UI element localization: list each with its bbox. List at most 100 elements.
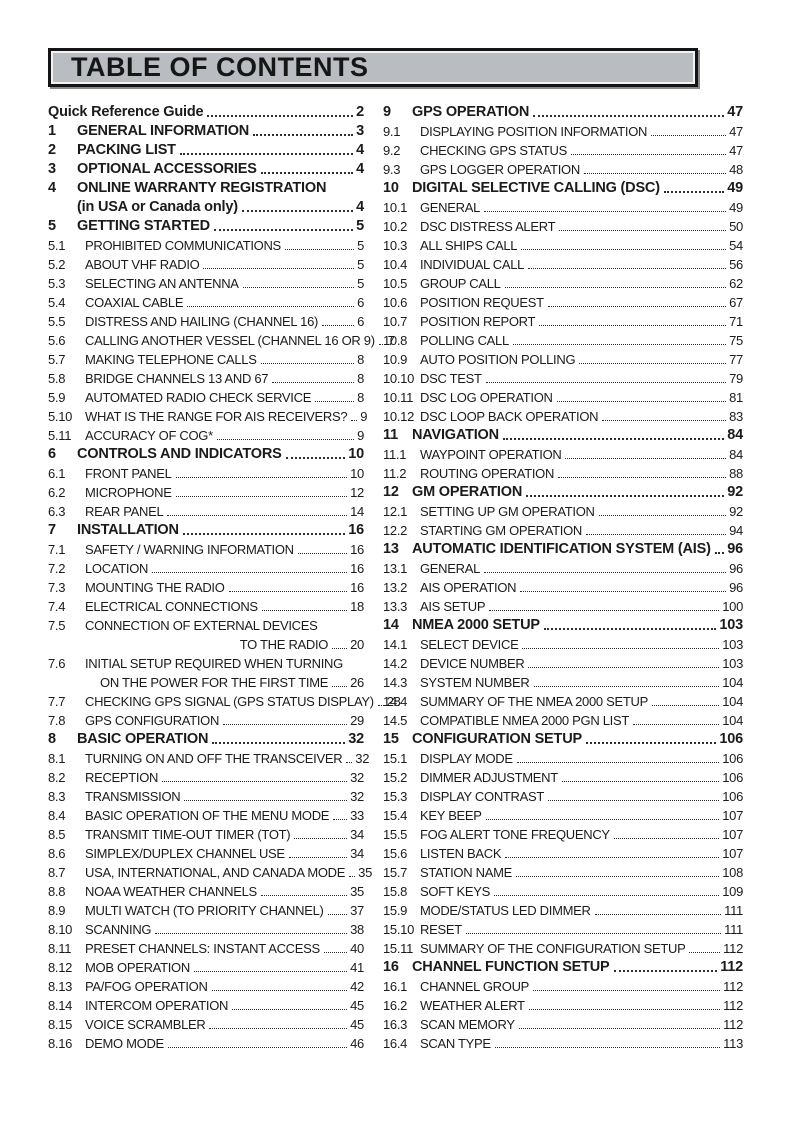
dot-leader <box>167 1047 348 1048</box>
dot-leader <box>547 306 727 307</box>
toc-entry: 10 DIGITAL SELECTIVE CALLING (DSC) 49 <box>383 177 743 196</box>
toc-entry-page: 8 <box>357 352 364 367</box>
toc-entry-number: 10.2 <box>383 219 408 234</box>
toc-entry-page: 34 <box>350 827 364 842</box>
toc-entry-title: PRESET CHANNELS: INSTANT ACCESS <box>85 941 320 956</box>
toc-entry-title: SCANNING <box>85 922 152 937</box>
toc-entry-title: NAVIGATION <box>412 427 499 443</box>
toc-entry-page: 107 <box>722 827 743 842</box>
dot-leader <box>502 438 725 440</box>
toc-entry-number: 7.8 <box>48 713 66 728</box>
dot-leader <box>526 495 725 497</box>
toc-entry-title: ELECTRICAL CONNECTIONS <box>85 599 258 614</box>
toc-entry-number: 8.16 <box>48 1036 73 1051</box>
dot-leader <box>516 762 720 763</box>
toc-entry: 10.7 POSITION REPORT 71 <box>383 310 743 329</box>
toc-entry-number: 13.1 <box>383 561 408 576</box>
toc-entry-page: 9 <box>357 428 364 443</box>
toc-entry-page: 106 <box>722 789 743 804</box>
dot-leader <box>260 895 348 896</box>
dot-leader <box>585 742 717 744</box>
toc-entry: 11 NAVIGATION 84 <box>383 424 743 443</box>
toc-entry-title: SUMMARY OF THE NMEA 2000 SETUP <box>420 694 648 709</box>
toc-entry-page: 5 <box>357 238 364 253</box>
toc-entry-page: 28 <box>386 694 401 709</box>
toc-entry: 16.1 CHANNEL GROUP 112 <box>383 975 743 994</box>
toc-entry: 8 BASIC OPERATION 32 <box>48 728 364 747</box>
toc-entry: 10.5 GROUP CALL 62 <box>383 272 743 291</box>
toc-entry-page: 112 <box>723 1017 743 1032</box>
dot-leader <box>598 515 727 516</box>
toc-entry-title: SUMMARY OF THE CONFIGURATION SETUP <box>420 941 686 956</box>
toc-entry-page: 106 <box>722 751 743 766</box>
toc-entry-title: DISPLAYING POSITION INFORMATION <box>420 124 648 139</box>
toc-entry-title: CHANNEL FUNCTION SETUP <box>412 959 610 975</box>
toc-entry-title: CHECKING GPS SIGNAL (GPS STATUS DISPLAY) <box>85 694 374 709</box>
toc-entry-page: 35 <box>350 884 364 899</box>
toc-entry: 8.15 VOICE SCRAMBLER 45 <box>48 1013 364 1032</box>
dot-leader <box>565 458 727 459</box>
dot-leader <box>518 1028 721 1029</box>
toc-entry-number: 12.1 <box>383 504 408 519</box>
toc-entry-number: 2 <box>48 142 56 158</box>
toc-entry-number: 10.5 <box>383 276 408 291</box>
toc-entry: 14.2 DEVICE NUMBER 103 <box>383 652 743 671</box>
toc-entry-number: 5.6 <box>48 333 66 348</box>
toc-entry-title: MAKING TELEPHONE CALLS <box>85 352 257 367</box>
toc-entry-title: BASIC OPERATION OF THE MENU MODE <box>85 808 330 823</box>
toc-entry: 11.1 WAYPOINT OPERATION 84 <box>383 443 743 462</box>
toc-entry-page: 9 <box>360 409 368 424</box>
dot-leader <box>539 325 727 326</box>
toc-entry-number: 15.4 <box>383 808 408 823</box>
toc-entry-page: 96 <box>729 580 743 595</box>
toc-entry-number: 10.7 <box>383 314 408 329</box>
dot-leader <box>583 173 727 174</box>
toc-entry-page: 77 <box>729 352 743 367</box>
toc-entry-page: 104 <box>722 675 743 690</box>
toc-entry-page: 16 <box>350 542 364 557</box>
toc-entry-title: AUTOMATED RADIO CHECK SERVICE <box>85 390 312 405</box>
toc-entry-page: 112 <box>723 998 743 1013</box>
toc-entry-page: 54 <box>729 238 743 253</box>
toc-entry-title-line2: TO THE RADIO <box>239 637 329 652</box>
toc-entry-number: 14.3 <box>383 675 408 690</box>
toc-entry-page: 106 <box>719 731 743 747</box>
dot-leader <box>260 172 354 174</box>
toc-entry: 9.1 DISPLAYING POSITION INFORMATION 47 <box>383 120 743 139</box>
toc-entry: 7 INSTALLATION 16 <box>48 519 364 538</box>
toc-entry-title: PACKING LIST <box>77 142 176 158</box>
toc-entry-title: SIMPLEX/DUPLEX CHANNEL USE <box>85 846 285 861</box>
toc-entry-title: ACCURACY OF COG* <box>85 428 213 443</box>
toc-entry-title: WEATHER ALERT <box>420 998 525 1013</box>
dot-leader <box>155 933 348 934</box>
dot-leader <box>349 876 356 877</box>
toc-entry-number: 15 <box>383 731 399 747</box>
toc-entry-number: 5.1 <box>48 238 66 253</box>
dot-leader <box>520 591 727 592</box>
toc-entry-number: 10.6 <box>383 295 408 310</box>
dot-leader <box>484 211 727 212</box>
toc-entry-number: 13.3 <box>383 599 408 614</box>
toc-entry: 7.1 SAFETY / WARNING INFORMATION 16 <box>48 538 364 557</box>
toc-entry-title: GENERAL <box>420 200 481 215</box>
toc-entry: 9 GPS OPERATION 47 <box>383 101 743 120</box>
toc-entry-title: Quick Reference Guide <box>48 104 204 120</box>
toc-entry-number: 15.9 <box>383 903 408 918</box>
dot-leader <box>533 990 721 991</box>
toc-entry-page: 5 <box>356 218 364 234</box>
toc-entry-title: SCAN MEMORY <box>420 1017 515 1032</box>
dot-leader <box>651 705 720 706</box>
toc-entry-number: 15.6 <box>383 846 408 861</box>
toc-entry-title: GETTING STARTED <box>77 218 210 234</box>
dot-leader <box>378 344 385 345</box>
dot-leader <box>261 610 348 611</box>
dot-leader <box>232 1009 348 1010</box>
toc-entry-number: 14.5 <box>383 713 408 728</box>
dot-leader <box>322 325 355 326</box>
toc-entry-number: 15.8 <box>383 884 408 899</box>
toc-entry-number: 5.7 <box>48 352 66 367</box>
toc-entry-title: VOICE SCRAMBLER <box>85 1017 206 1032</box>
toc-entry-page: 81 <box>729 390 743 405</box>
dot-leader <box>558 477 727 478</box>
dot-leader <box>272 382 355 383</box>
